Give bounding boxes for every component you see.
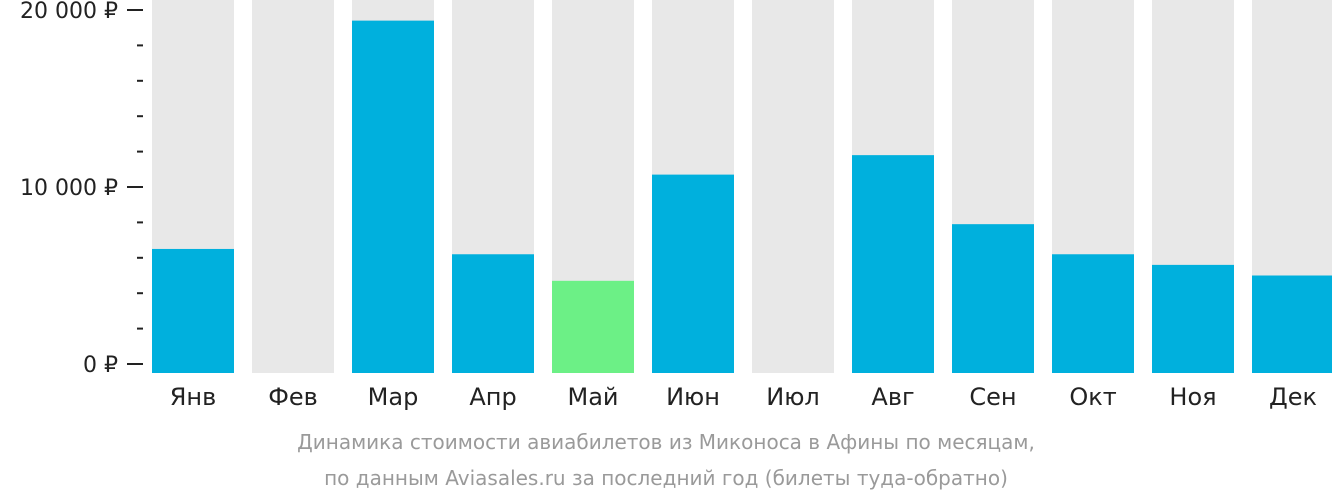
- chart-caption-line-1: Динамика стоимости авиабилетов из Миконо…: [297, 430, 1035, 454]
- x-tick-label: Авг: [871, 383, 914, 411]
- chart-caption-line-2: по данным Aviasales.ru за последний год …: [324, 466, 1008, 490]
- x-axis: Янв Фев Мар Апр Май Июн Июл Авг Сен Окт Ноя Дек: [170, 383, 1317, 411]
- y-axis: 0 ₽ 10 000 ₽ 20 000 ₽: [20, 0, 143, 378]
- bars-group: [152, 0, 1332, 374]
- bar-11: [1152, 264, 1234, 373]
- bar-9: [952, 224, 1034, 373]
- bar-5: [552, 280, 634, 373]
- bar-10: [1052, 254, 1134, 373]
- x-tick-label: Сен: [969, 383, 1016, 411]
- x-tick-label: Мар: [368, 383, 419, 411]
- x-tick-label: Июн: [666, 383, 720, 411]
- x-tick-label: Апр: [469, 383, 516, 411]
- bar-12: [1252, 275, 1332, 373]
- bar-background: [752, 0, 834, 373]
- x-tick-label: Ноя: [1169, 383, 1216, 411]
- bar-1: [152, 248, 234, 373]
- bar-background: [252, 0, 334, 373]
- x-tick-label: Фев: [268, 383, 318, 411]
- bar-3: [352, 20, 434, 374]
- y-tick-label: 10 000 ₽: [20, 176, 118, 201]
- bar-8: [852, 155, 934, 373]
- x-tick-label: Май: [567, 383, 618, 411]
- y-tick-label: 0 ₽: [83, 353, 118, 378]
- x-tick-label: Дек: [1269, 383, 1317, 411]
- price-bar-chart: 0 ₽ 10 000 ₽ 20 000 ₽ Янв Фев Мар Апр Май Июн Ию…: [20, 0, 1332, 411]
- bar-4: [452, 254, 534, 373]
- x-tick-label: Окт: [1069, 383, 1116, 411]
- bar-6: [652, 174, 734, 373]
- y-tick-label: 20 000 ₽: [20, 0, 118, 24]
- x-tick-label: Июл: [766, 383, 820, 411]
- x-tick-label: Янв: [170, 383, 217, 411]
